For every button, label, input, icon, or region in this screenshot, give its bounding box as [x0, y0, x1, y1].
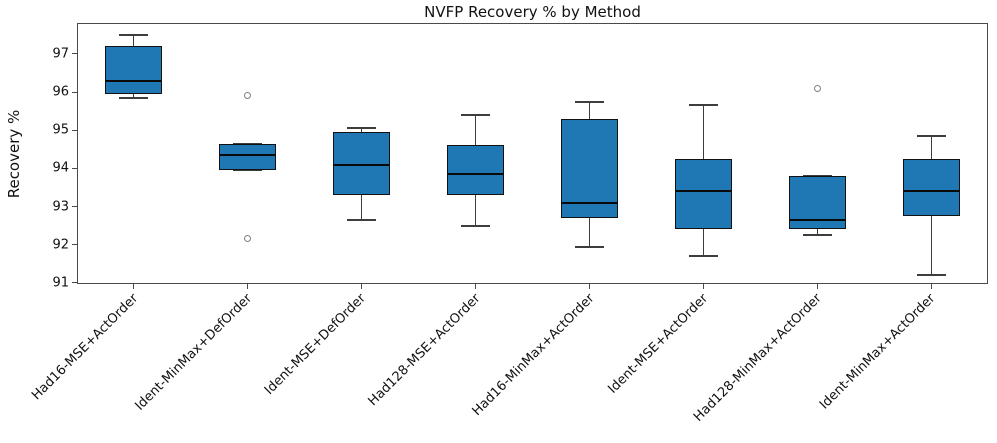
- y-tick-label: 97: [52, 46, 69, 62]
- median-line: [448, 173, 504, 176]
- y-tick-label: 93: [52, 199, 69, 215]
- y-tick-mark: [72, 129, 77, 131]
- x-tick-mark: [361, 284, 363, 289]
- median-line: [675, 190, 731, 193]
- median-line: [561, 201, 617, 204]
- lower-whisker: [133, 93, 135, 98]
- x-tick-mark: [930, 284, 932, 289]
- x-tick-mark: [816, 284, 818, 289]
- iqr-box: [674, 158, 732, 230]
- lower-whisker-cap: [347, 218, 377, 221]
- lower-whisker-cap: [119, 96, 149, 99]
- lower-whisker-cap: [688, 255, 718, 258]
- upper-whisker-cap: [461, 113, 491, 116]
- median-line: [789, 218, 845, 221]
- upper-whisker: [133, 34, 135, 47]
- upper-whisker: [930, 135, 932, 159]
- upper-whisker: [588, 101, 590, 119]
- plot-area: [77, 23, 988, 284]
- lower-whisker-cap: [574, 245, 604, 248]
- x-tick-label: Had128-MinMax+ActOrder: [691, 291, 825, 425]
- x-tick-mark: [588, 284, 590, 289]
- outlier-point: [244, 235, 252, 243]
- x-tick-mark: [247, 284, 249, 289]
- lower-whisker: [361, 195, 363, 220]
- x-tick-label: Had16-MSE+ActOrder: [29, 291, 142, 404]
- lower-whisker: [702, 229, 704, 257]
- upper-whisker-cap: [916, 134, 946, 137]
- median-line: [903, 190, 959, 193]
- lower-whisker-cap: [461, 224, 491, 227]
- x-tick-label: Ident-MinMax+DefOrder: [132, 291, 256, 414]
- lower-whisker-cap: [233, 169, 263, 172]
- lower-whisker: [588, 217, 590, 247]
- y-tick-label: 95: [52, 122, 69, 138]
- outlier-point: [813, 84, 821, 92]
- lower-whisker: [475, 195, 477, 226]
- x-tick-label: Ident-MSE+ActOrder: [605, 291, 711, 397]
- iqr-box: [105, 46, 163, 94]
- y-tick-mark: [72, 53, 77, 55]
- iqr-box: [788, 176, 846, 230]
- y-tick-mark: [72, 91, 77, 93]
- x-tick-label: Had128-MSE+ActOrder: [365, 291, 484, 410]
- iqr-box: [902, 158, 960, 217]
- iqr-box: [560, 118, 618, 218]
- lower-whisker: [930, 216, 932, 276]
- lower-whisker-cap: [916, 274, 946, 277]
- y-tick-label: 91: [52, 275, 69, 291]
- lower-whisker-cap: [802, 234, 832, 237]
- y-tick-mark: [72, 282, 77, 284]
- x-tick-mark: [475, 284, 477, 289]
- x-tick-label: Ident-MSE+DefOrder: [262, 291, 370, 398]
- median-line: [334, 163, 390, 166]
- x-tick-mark: [133, 284, 135, 289]
- y-axis-label: Recovery %: [5, 109, 23, 199]
- y-tick-label: 92: [52, 237, 69, 253]
- upper-whisker-cap: [688, 104, 718, 107]
- iqr-box: [447, 145, 505, 196]
- chart-title: NVFP Recovery % by Method: [424, 3, 641, 21]
- upper-whisker-cap: [347, 127, 377, 130]
- upper-whisker: [702, 105, 704, 159]
- y-tick-label: 94: [52, 160, 69, 176]
- median-line: [220, 154, 276, 157]
- outlier-point: [244, 92, 252, 100]
- upper-whisker-cap: [119, 33, 149, 36]
- upper-whisker: [361, 128, 363, 133]
- upper-whisker-cap: [574, 100, 604, 103]
- x-tick-label: Had16-MinMax+ActOrder: [469, 291, 598, 419]
- upper-whisker: [475, 114, 477, 146]
- x-tick-mark: [702, 284, 704, 289]
- y-tick-label: 96: [52, 84, 69, 100]
- y-tick-mark: [72, 167, 77, 169]
- iqr-box: [219, 143, 277, 171]
- y-tick-mark: [72, 244, 77, 246]
- median-line: [106, 79, 162, 82]
- x-tick-label: Ident-MinMax+ActOrder: [817, 291, 939, 413]
- lower-whisker: [816, 229, 818, 236]
- y-tick-mark: [72, 206, 77, 208]
